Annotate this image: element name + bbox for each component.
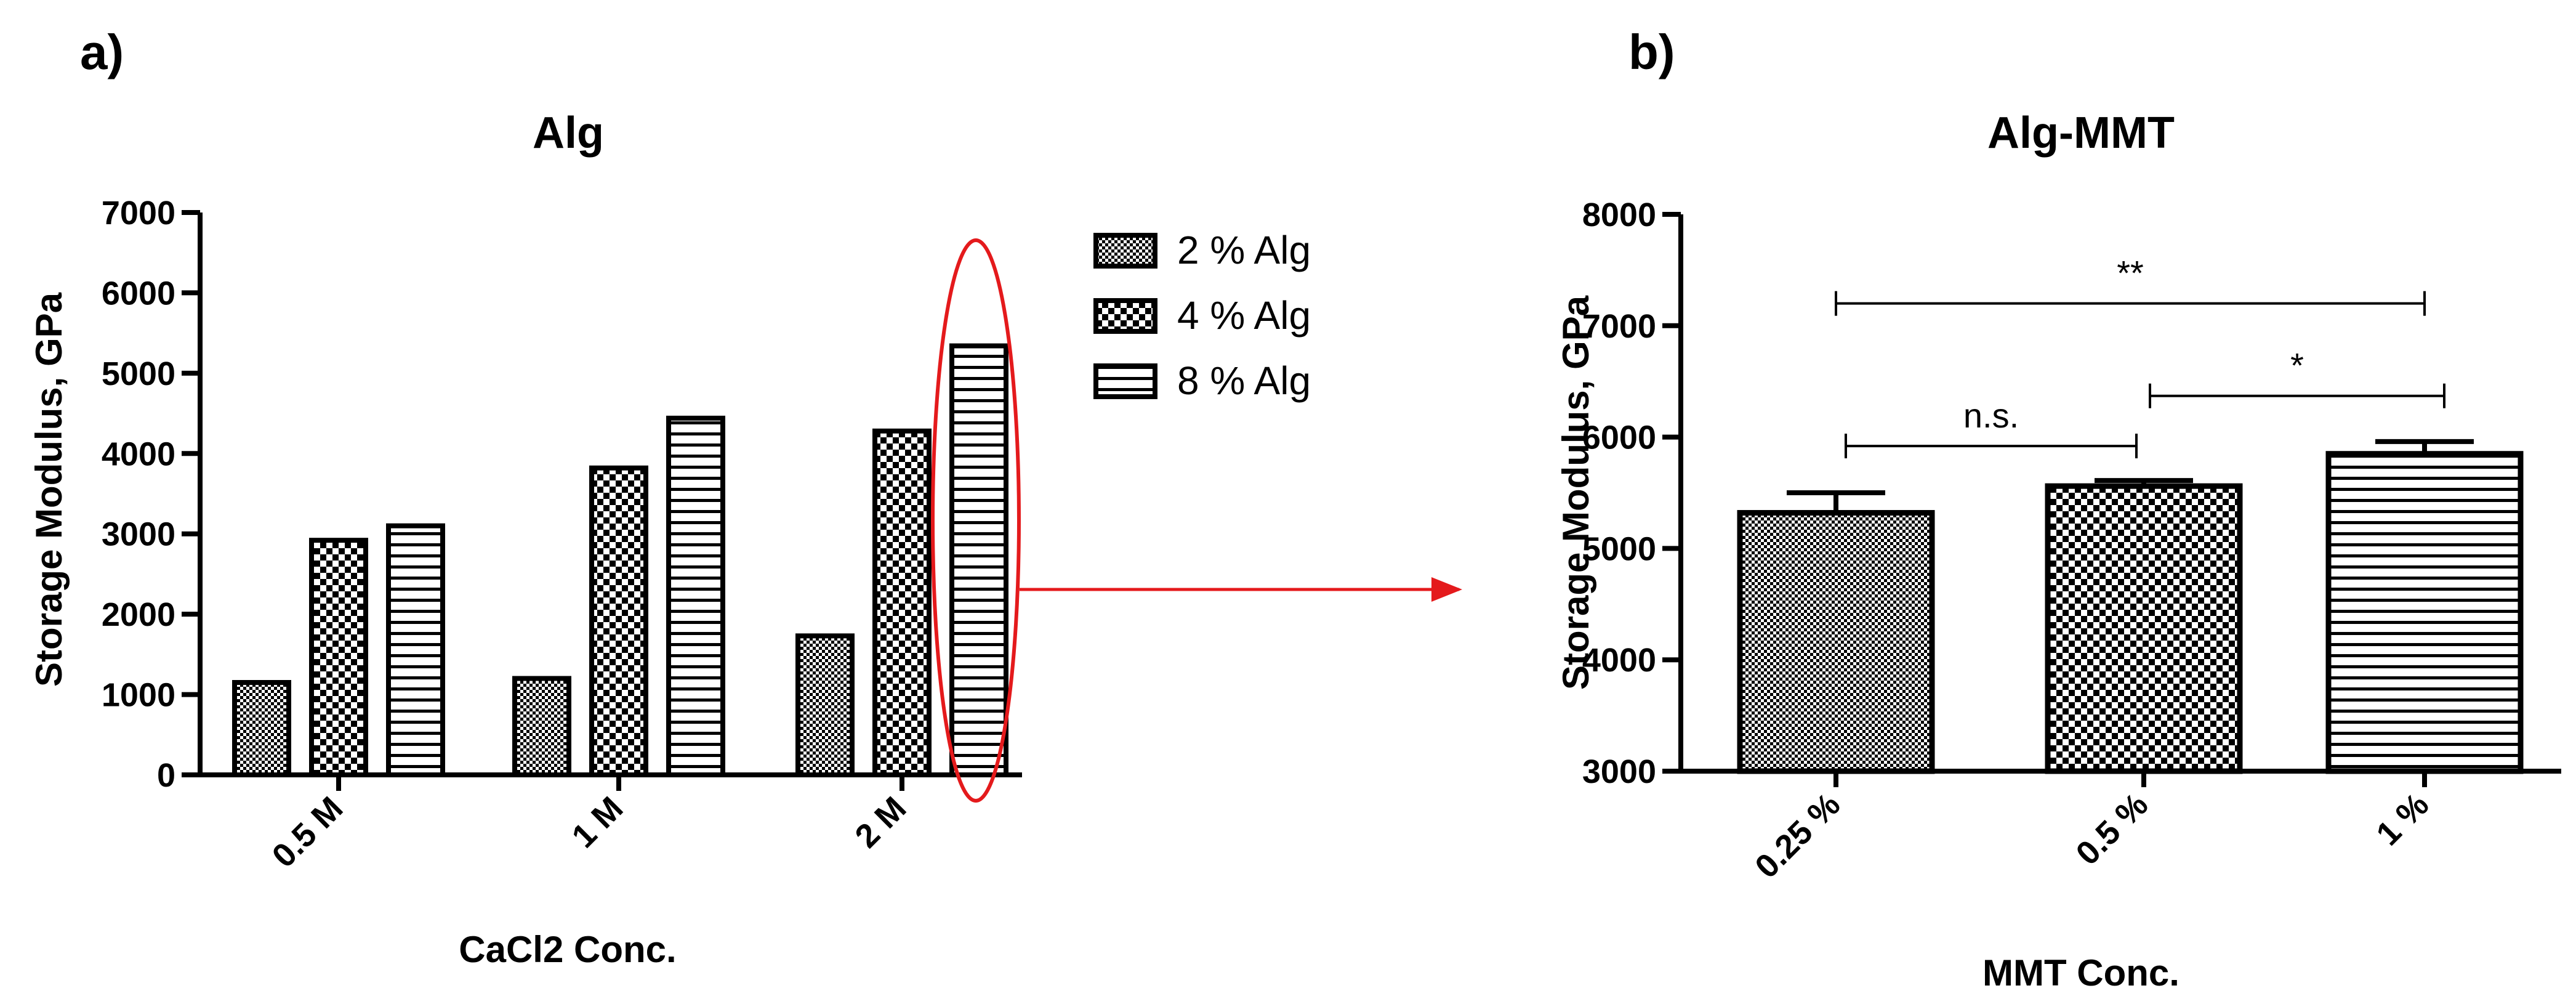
panel-a-y-ticks: 0 1000 2000 3000 4000 5000 6000 7000	[102, 195, 200, 794]
panel-b-y-axis-title: Storage Modulus, GPa	[1555, 295, 1596, 690]
panel-a-label: a)	[80, 25, 124, 79]
panel-a-chart: a) Alg CaCl2 Conc. Storage Modulus, GPa …	[28, 25, 1311, 970]
panel-b-bars	[1737, 451, 2524, 774]
panel-a-legend: 2 % Alg 4 % Alg 8 % Alg	[1093, 228, 1311, 403]
y-tick-label: 8000	[1582, 196, 1656, 233]
bar-4-alg-0-5-m	[309, 538, 368, 777]
y-tick-label: 6000	[1582, 419, 1656, 456]
significance-label: **	[2117, 254, 2144, 293]
panel-b-title: Alg-MMT	[1987, 108, 2175, 158]
bar-8-alg-2-m	[949, 343, 1008, 777]
x-tick-label-0-5: 0.5 %	[2069, 786, 2155, 872]
y-tick-label: 3000	[1582, 753, 1656, 790]
legend-swatch-8-alg	[1093, 363, 1157, 399]
y-tick-label: 4000	[102, 435, 175, 472]
legend-label-2-alg: 2 % Alg	[1177, 228, 1311, 272]
panel-b-y-ticks: 3000 4000 5000 6000 7000 8000	[1582, 196, 1681, 790]
significance-label: *	[2290, 346, 2304, 385]
legend-label-4-alg: 4 % Alg	[1177, 293, 1311, 338]
x-tick-label-1: 1 %	[2369, 786, 2436, 852]
bar-8-alg-0-5-m	[386, 523, 445, 778]
x-tick-label-0-5-m: 0.5 M	[265, 790, 350, 875]
panel-a-x-axis-title: CaCl2 Conc.	[459, 929, 676, 970]
legend-swatch-2-alg	[1093, 233, 1157, 269]
legend-swatch-4-alg	[1093, 298, 1157, 334]
panel-b-chart: b) Alg-MMT MMT Conc. Storage Modulus, GP…	[1555, 25, 2561, 994]
panel-b-axes	[1678, 214, 2561, 774]
y-tick-label: 0	[157, 757, 175, 794]
y-tick-label: 5000	[102, 355, 175, 392]
bar-0-25	[1737, 510, 1935, 774]
bar-4-alg-2-m	[872, 428, 932, 777]
highlight-ellipse	[931, 238, 1021, 803]
y-tick-label: 4000	[1582, 642, 1656, 679]
panel-a-x-ticks: 0.5 M 1 M 2 M	[265, 775, 913, 875]
x-tick-label-0-25: 0.25 %	[1748, 786, 1847, 885]
x-tick-label-2-m: 2 M	[848, 790, 913, 855]
y-tick-label: 5000	[1582, 530, 1656, 567]
y-tick-label: 3000	[102, 516, 175, 553]
panel-a-y-axis-title: Storage Modulus, GPa	[28, 292, 70, 687]
y-tick-label: 2000	[102, 596, 175, 633]
legend-label-8-alg: 8 % Alg	[1177, 358, 1311, 403]
significance-label: n.s.	[1963, 396, 2019, 435]
panel-b-x-axis-title: MMT Conc.	[1982, 952, 2180, 994]
bar-2-alg-2-m	[795, 633, 855, 777]
panel-b-error-bars	[1787, 439, 2474, 513]
panel-a-axes	[198, 213, 1022, 777]
bar-4-alg-1-m	[589, 465, 648, 778]
panel-a-title: Alg	[533, 108, 604, 158]
y-tick-label: 1000	[102, 677, 175, 714]
panel-a-bars	[232, 343, 1008, 778]
y-tick-label: 7000	[102, 195, 175, 232]
x-tick-label-1-m: 1 M	[565, 790, 630, 855]
y-tick-label: 7000	[1582, 308, 1656, 345]
bar-8-alg-1-m	[666, 415, 725, 777]
panel-b-label: b)	[1628, 25, 1675, 79]
bar-1	[2325, 451, 2524, 774]
panel-b-x-ticks: 0.25 % 0.5 % 1 %	[1748, 771, 2436, 885]
panel-b-significance: ** n.s. *	[1835, 254, 2445, 459]
bar-2-alg-0-5-m	[232, 680, 291, 778]
bar-0-5	[2045, 483, 2243, 774]
bar-2-alg-1-m	[512, 676, 571, 777]
y-tick-label: 6000	[102, 275, 175, 312]
